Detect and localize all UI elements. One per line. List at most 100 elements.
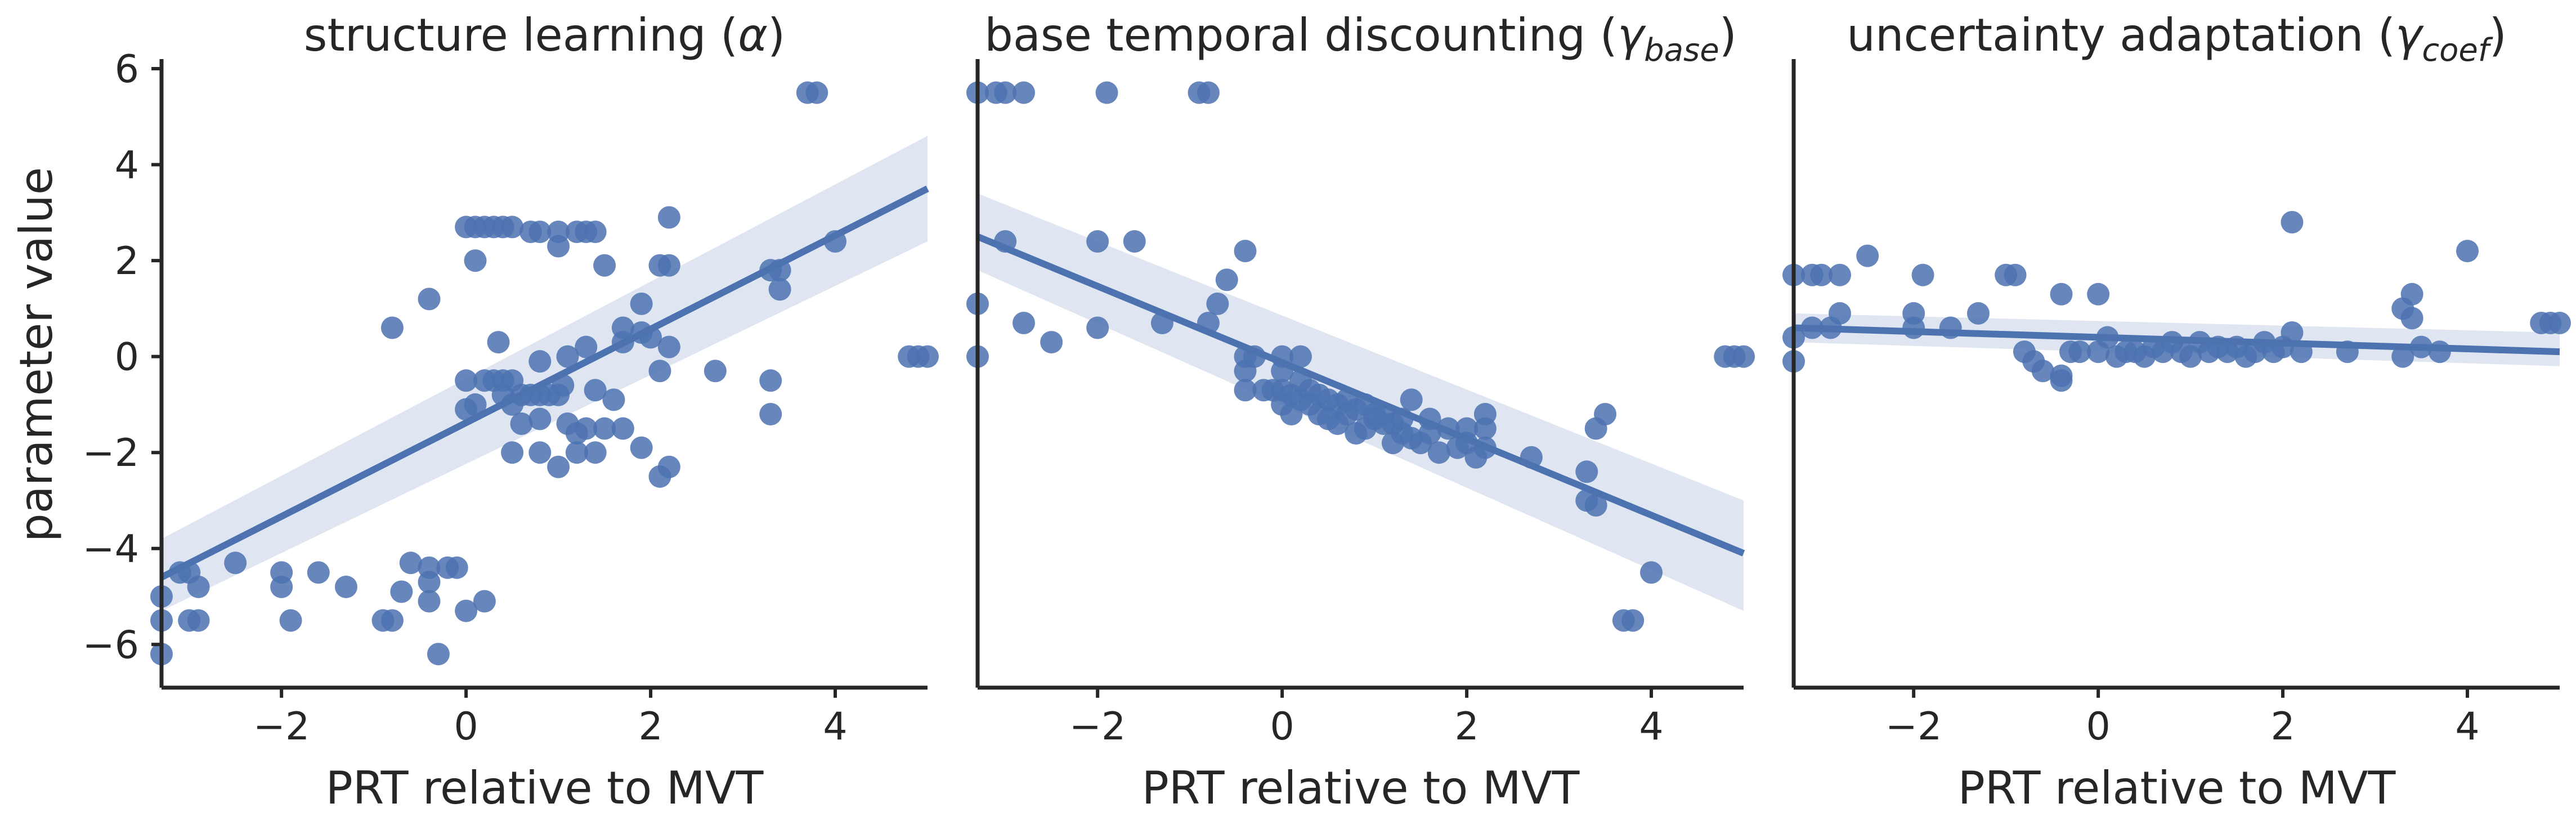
data-point — [2068, 340, 2091, 364]
data-point — [547, 235, 570, 258]
data-point — [1810, 263, 1833, 286]
data-point — [2400, 307, 2423, 330]
data-point — [1012, 81, 1035, 104]
panel-title-subscript: coef — [2422, 32, 2493, 69]
data-point — [648, 360, 671, 383]
data-point — [1234, 240, 1257, 263]
data-point — [187, 575, 210, 598]
panel-title: base temporal discounting (γbase) — [984, 9, 1737, 69]
data-point — [2456, 240, 2479, 263]
data-point — [759, 369, 782, 392]
x-axis-label: PRT relative to MVT — [1142, 762, 1580, 814]
data-point — [307, 561, 330, 584]
panels: structure learning (α) −2 0 2 4 6 4 2 0 −2 −4 −6 PRT… — [83, 9, 2571, 814]
data-point — [565, 441, 588, 464]
data-point — [1289, 345, 1312, 368]
data-point — [593, 254, 616, 277]
data-point — [455, 599, 478, 622]
data-point — [528, 407, 552, 430]
data-point — [334, 575, 357, 598]
panel-title: uncertainty adaptation (γcoef) — [1847, 9, 2507, 69]
data-point — [994, 81, 1017, 104]
data-point — [445, 556, 468, 579]
regression-line — [1793, 324, 2560, 356]
data-point — [464, 249, 487, 272]
panel-title-text: uncertainty adaptation ( — [1847, 9, 2395, 61]
y-tick-label: −6 — [83, 623, 139, 667]
x-axis-label: PRT relative to MVT — [326, 762, 764, 814]
x-tick-label: 4 — [1639, 705, 1663, 749]
data-point — [510, 412, 533, 436]
data-point — [464, 393, 487, 416]
panel-title-symbol: α — [738, 9, 768, 61]
data-point — [528, 441, 552, 464]
data-point — [187, 609, 210, 632]
data-point — [575, 335, 598, 358]
x-tick-label: −2 — [1885, 705, 1942, 749]
data-point — [657, 455, 680, 478]
data-point — [630, 436, 653, 459]
data-point — [1828, 302, 1851, 325]
data-point — [1197, 81, 1220, 104]
data-point — [2050, 369, 2073, 392]
panel-title: structure learning (α) — [304, 9, 785, 61]
data-point — [1086, 230, 1109, 253]
data-point — [1086, 316, 1109, 339]
data-point — [1400, 388, 1423, 411]
data-point — [2548, 311, 2571, 334]
panel-title-text: structure learning ( — [304, 9, 738, 61]
x-tick-label: 4 — [823, 705, 847, 749]
data-point — [1584, 493, 1607, 517]
data-point — [611, 417, 634, 440]
panel-title-close: ) — [2489, 9, 2507, 61]
data-point — [528, 220, 552, 243]
data-point — [487, 331, 510, 354]
data-point — [2281, 321, 2304, 344]
data-point — [501, 216, 524, 239]
data-point — [1575, 460, 1598, 483]
y-axis-label: parameter value — [10, 167, 62, 542]
data-point — [657, 335, 680, 358]
data-point — [270, 575, 293, 598]
x-tick-label: 0 — [1270, 705, 1294, 749]
x-tick-label: 4 — [2455, 705, 2479, 749]
data-point — [584, 441, 607, 464]
data-point — [2050, 282, 2073, 306]
data-point — [224, 551, 247, 575]
data-point — [455, 369, 478, 392]
data-point — [528, 350, 552, 373]
y-tick-label: 2 — [115, 239, 139, 284]
data-point — [1828, 263, 1851, 286]
data-point — [657, 206, 680, 229]
data-point — [2031, 360, 2054, 383]
panel-1: structure learning (α) −2 0 2 4 6 4 2 0 −2 −4 −6 PRT… — [83, 9, 939, 814]
data-point — [1640, 561, 1663, 584]
data-point — [1902, 316, 1925, 339]
data-point — [418, 288, 441, 311]
data-point — [584, 379, 607, 402]
data-point — [2281, 210, 2304, 234]
data-point — [473, 590, 496, 613]
x-tick-label: 2 — [1454, 705, 1479, 749]
x-tick-label: 0 — [454, 705, 478, 749]
data-point — [593, 417, 616, 440]
data-point — [584, 220, 607, 243]
data-point — [704, 360, 727, 383]
data-point — [630, 292, 653, 315]
x-tick-label: 2 — [638, 705, 662, 749]
panel-title-symbol: γ — [1618, 9, 1646, 61]
data-point — [1621, 609, 1645, 632]
data-point — [805, 81, 828, 104]
panel-title-close: ) — [768, 9, 785, 61]
data-point — [1123, 230, 1146, 253]
data-point — [916, 345, 939, 368]
data-point — [418, 556, 441, 579]
regression-line — [160, 185, 929, 581]
data-point — [501, 441, 524, 464]
data-point — [390, 580, 413, 603]
y-tick-label: −4 — [83, 527, 139, 572]
data-point — [2087, 282, 2110, 306]
data-point — [418, 590, 441, 613]
y-tick-label: 4 — [115, 143, 139, 188]
